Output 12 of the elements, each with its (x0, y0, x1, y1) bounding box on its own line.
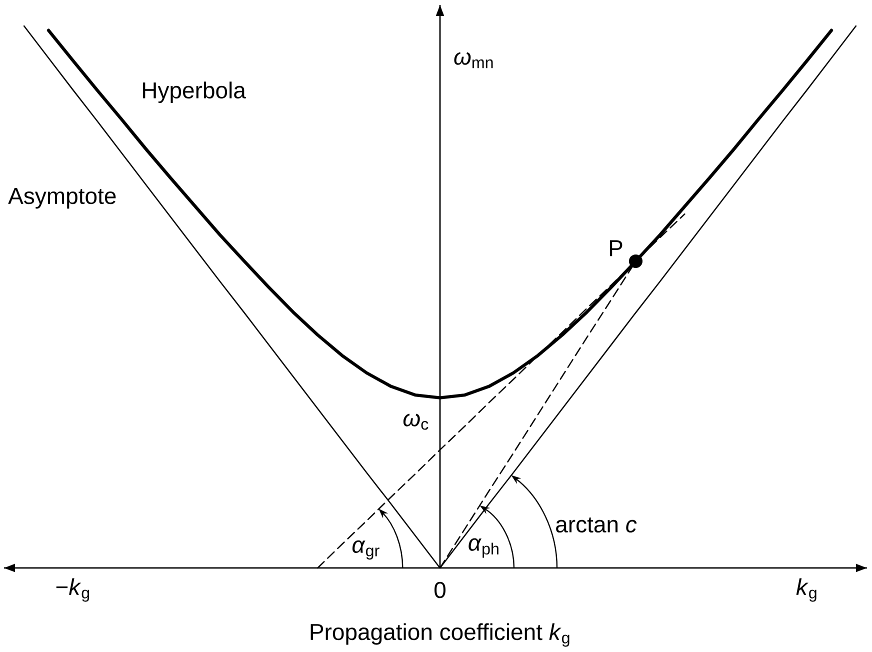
x-tick-label: 0 (434, 582, 446, 598)
annotation: arctan c (556, 517, 637, 533)
annotation: α$_{ph}$ (468, 538, 498, 558)
series-label: P (610, 240, 622, 256)
annotation: ω$_{c}$ (403, 414, 428, 430)
annotation: α$_{gr}$ (352, 540, 380, 560)
series-label: Hyperbola (142, 82, 246, 104)
x-tick-label: −k$_{g}$ (56, 578, 90, 602)
y-axis-title: ω$_{mn}$ (454, 52, 493, 68)
series-label: Asymptote (8, 188, 116, 209)
x-tick-label: k$_{g}$ (796, 578, 816, 602)
x-axis-title: Propagation coefficient k$_{g}$ (310, 623, 570, 647)
